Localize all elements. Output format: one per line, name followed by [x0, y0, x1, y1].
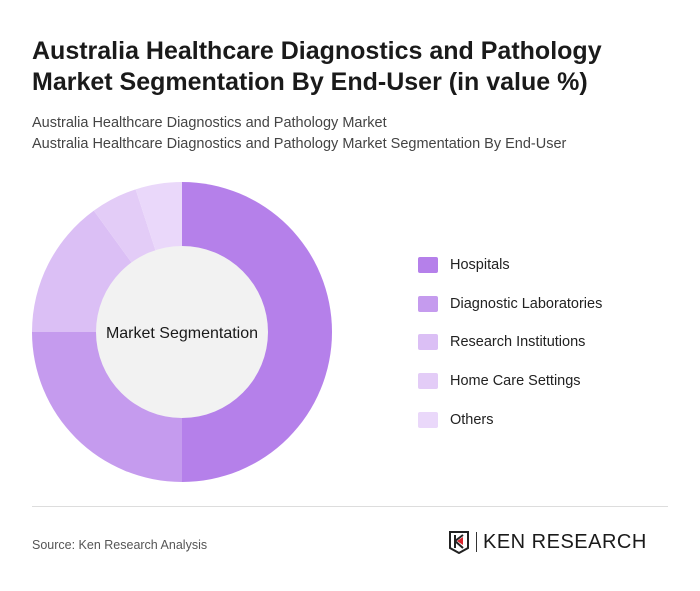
- legend-label: Diagnostic Laboratories: [450, 295, 603, 312]
- chart-title: Australia Healthcare Diagnostics and Pat…: [32, 37, 602, 96]
- legend-label: Hospitals: [450, 257, 510, 274]
- divider: [32, 506, 668, 507]
- legend-label: Research Institutions: [450, 334, 586, 351]
- donut-center: [96, 246, 268, 418]
- legend-swatch: [418, 295, 438, 312]
- legend-item: Hospitals: [418, 246, 602, 285]
- legend-swatch: [418, 334, 438, 351]
- legend-item: Others: [418, 400, 602, 439]
- legend-swatch: [418, 411, 438, 428]
- legend-swatch: [418, 373, 438, 390]
- center-label: Market Segmentation: [106, 325, 258, 342]
- legend-label: Home Care Settings: [450, 373, 581, 390]
- chart-subtitle-2: Australia Healthcare Diagnostics and Pat…: [32, 136, 567, 152]
- legend: Hospitals Diagnostic Laboratories Research…: [418, 246, 602, 439]
- logo-text: KEN RESEARCH: [476, 532, 647, 552]
- legend-item: Home Care Settings: [418, 362, 602, 401]
- logo-icon: [449, 531, 469, 554]
- legend-swatch: [418, 257, 438, 274]
- legend-item: Research Institutions: [418, 323, 602, 362]
- chart-subtitle: Australia Healthcare Diagnostics and Pat…: [32, 115, 387, 131]
- source-note: Source: Ken Research Analysis: [32, 538, 208, 552]
- legend-label: Others: [450, 411, 494, 428]
- ken-research-logo: KEN RESEARCH: [448, 530, 647, 554]
- legend-item: Diagnostic Laboratories: [418, 285, 602, 324]
